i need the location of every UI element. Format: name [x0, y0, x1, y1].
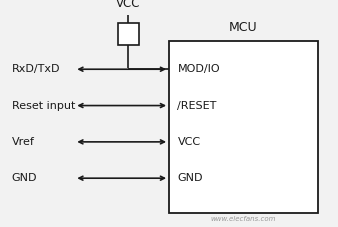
Text: MOD/IO: MOD/IO [177, 64, 220, 74]
Text: Vref: Vref [12, 137, 35, 147]
Text: VCC: VCC [177, 137, 200, 147]
Text: MCU: MCU [229, 21, 258, 34]
Text: GND: GND [12, 173, 37, 183]
Text: VCC: VCC [116, 0, 141, 10]
Text: RxD/TxD: RxD/TxD [12, 64, 60, 74]
Text: /RESET: /RESET [177, 101, 217, 111]
Text: www.elecfans.com: www.elecfans.com [211, 217, 276, 222]
Bar [118, 23, 139, 45]
Text: GND: GND [177, 173, 203, 183]
Text: Reset input: Reset input [12, 101, 75, 111]
Bar [169, 41, 318, 213]
